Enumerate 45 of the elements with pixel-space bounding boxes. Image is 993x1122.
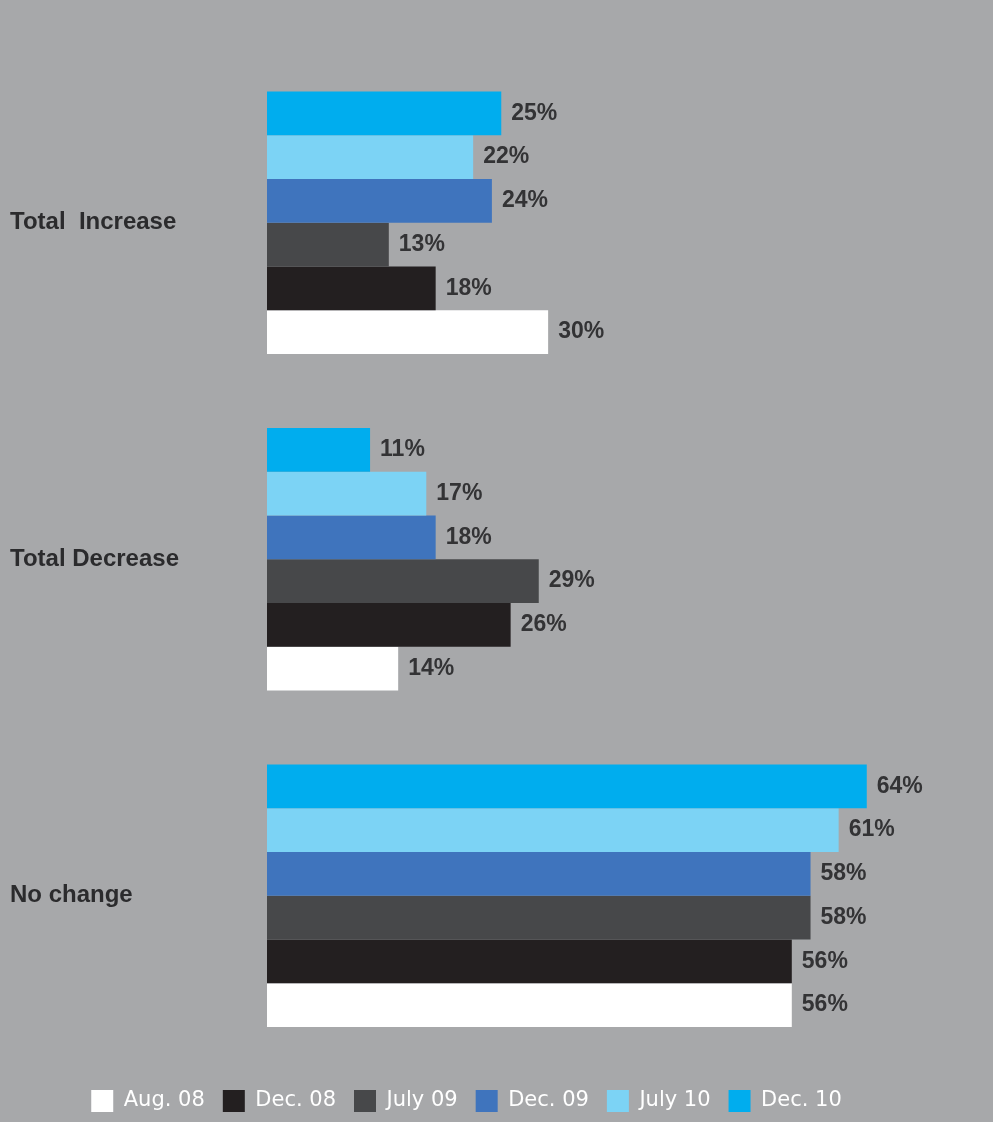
data-label: 25% xyxy=(511,98,558,125)
bar xyxy=(266,471,427,516)
data-label: 18% xyxy=(445,273,492,300)
y-tick-label: No change xyxy=(10,880,133,908)
bar xyxy=(266,178,492,223)
bar xyxy=(266,310,549,354)
data-label: 64% xyxy=(876,771,923,798)
data-label: 29% xyxy=(548,566,595,593)
data-label: 61% xyxy=(848,815,895,842)
bar xyxy=(266,222,389,267)
data-label: 14% xyxy=(408,653,455,680)
y-tick-label: Total Decrease xyxy=(10,543,179,571)
data-label: 22% xyxy=(483,142,530,169)
data-label: 24% xyxy=(501,186,548,213)
bar xyxy=(266,851,811,896)
bar xyxy=(266,764,867,809)
data-label: 26% xyxy=(520,610,567,637)
bar xyxy=(266,808,839,852)
legend-label: July 09 xyxy=(384,1087,458,1112)
data-label: 56% xyxy=(801,990,848,1017)
data-label: 17% xyxy=(436,478,483,505)
legend-label: Aug. 08 xyxy=(123,1087,205,1112)
data-label: 30% xyxy=(558,317,605,344)
bar xyxy=(266,602,511,647)
legend-label: Dec. 10 xyxy=(761,1087,842,1112)
data-label: 58% xyxy=(820,902,867,929)
bar xyxy=(266,939,792,984)
data-label: 18% xyxy=(445,522,492,549)
bar xyxy=(266,135,474,179)
bar xyxy=(266,983,792,1027)
bar xyxy=(266,895,811,940)
bar xyxy=(266,646,399,691)
legend-label: July 10 xyxy=(637,1087,711,1112)
bar xyxy=(266,559,539,603)
bar xyxy=(266,266,436,311)
data-label: 56% xyxy=(801,946,848,973)
y-tick-label: Total Increase xyxy=(10,207,177,235)
bar xyxy=(266,515,436,560)
data-label: 58% xyxy=(820,859,867,886)
data-label: 13% xyxy=(398,229,445,256)
legend-label: Dec. 08 xyxy=(255,1087,337,1112)
bar xyxy=(266,427,371,472)
legend-label: Dec. 09 xyxy=(508,1087,589,1112)
bar xyxy=(266,91,502,136)
data-label: 11% xyxy=(380,435,425,462)
